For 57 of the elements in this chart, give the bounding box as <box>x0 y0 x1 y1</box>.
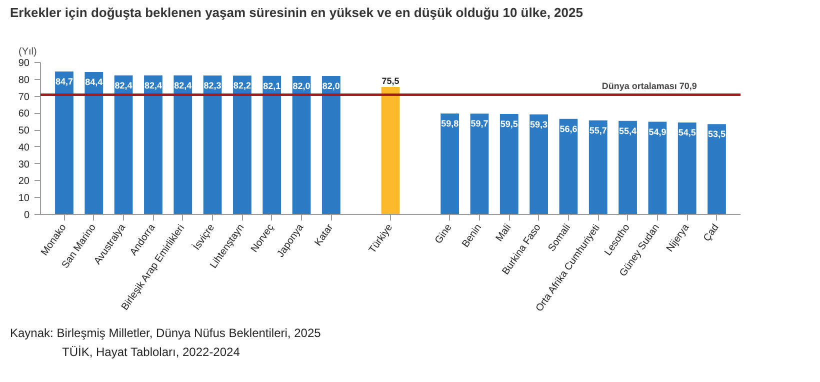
data-label: 59,8 <box>441 118 459 129</box>
data-label: 56,6 <box>560 124 578 134</box>
bar <box>292 76 311 214</box>
y-tick-label: 10 <box>18 193 30 204</box>
y-tick-label: 80 <box>18 74 30 86</box>
bar <box>84 72 104 214</box>
bar <box>233 76 252 214</box>
data-label: 82,0 <box>292 81 310 92</box>
ref-line-label: Dünya ortalaması 70,9 <box>602 80 697 91</box>
data-label: 59,7 <box>470 118 488 129</box>
y-tick-label: 20 <box>18 176 30 188</box>
bar <box>588 120 608 214</box>
data-label: 84,7 <box>55 76 73 86</box>
data-label: 54,9 <box>648 126 666 137</box>
bar <box>708 124 726 214</box>
bar <box>262 76 282 214</box>
data-label: 82,3 <box>204 80 222 91</box>
y-tick-label: 90 <box>18 58 30 69</box>
bar <box>618 120 637 214</box>
data-label: 54,5 <box>678 127 696 138</box>
bar <box>381 86 400 214</box>
text: TÜİK, Hayat Tabloları, 2022-2024 <box>62 344 241 361</box>
bar <box>322 76 340 214</box>
y-tick-label: 40 <box>18 142 30 154</box>
bar <box>470 114 489 214</box>
bar <box>559 118 578 214</box>
chart-title: Erkekler için doğuşta beklenen yaşam süresinin en yüksek ve en düşük olduğu 10 ülke, 2025 <box>10 4 583 22</box>
bar <box>500 114 518 214</box>
y-tick-label: 30 <box>18 159 30 170</box>
data-label: 59,3 <box>530 119 548 130</box>
data-label: 55,7 <box>589 125 607 136</box>
bar <box>114 75 133 214</box>
y-tick-label: 70 <box>18 92 30 103</box>
y-tick-label: 50 <box>18 126 30 137</box>
data-label: 82,1 <box>263 80 281 91</box>
bar <box>648 122 667 214</box>
text: Kaynak: Birleşmiş Milletler, Dünya Nüfus Beklentileri, 2025 <box>10 325 321 342</box>
data-label: 82,4 <box>114 80 132 90</box>
data-label: 82,4 <box>174 80 192 90</box>
y-axis-title: (Yıl) <box>18 46 37 58</box>
data-label: 82,2 <box>233 80 251 91</box>
data-label: 59,5 <box>500 119 518 130</box>
bar <box>440 114 460 214</box>
bar <box>174 75 192 214</box>
bar <box>203 76 222 214</box>
bar <box>678 122 696 214</box>
y-tick-label: 0 <box>24 210 30 221</box>
bar <box>530 114 548 214</box>
data-label: 84,4 <box>85 76 103 87</box>
data-label: 82,0 <box>322 81 340 92</box>
bar <box>144 75 162 214</box>
data-label: 82,4 <box>144 80 162 90</box>
bar <box>55 71 74 214</box>
data-label: 53,5 <box>708 129 726 140</box>
data-label: 55,4 <box>619 126 637 136</box>
data-label: 75,5 <box>382 76 400 86</box>
y-tick-label: 60 <box>18 108 30 120</box>
